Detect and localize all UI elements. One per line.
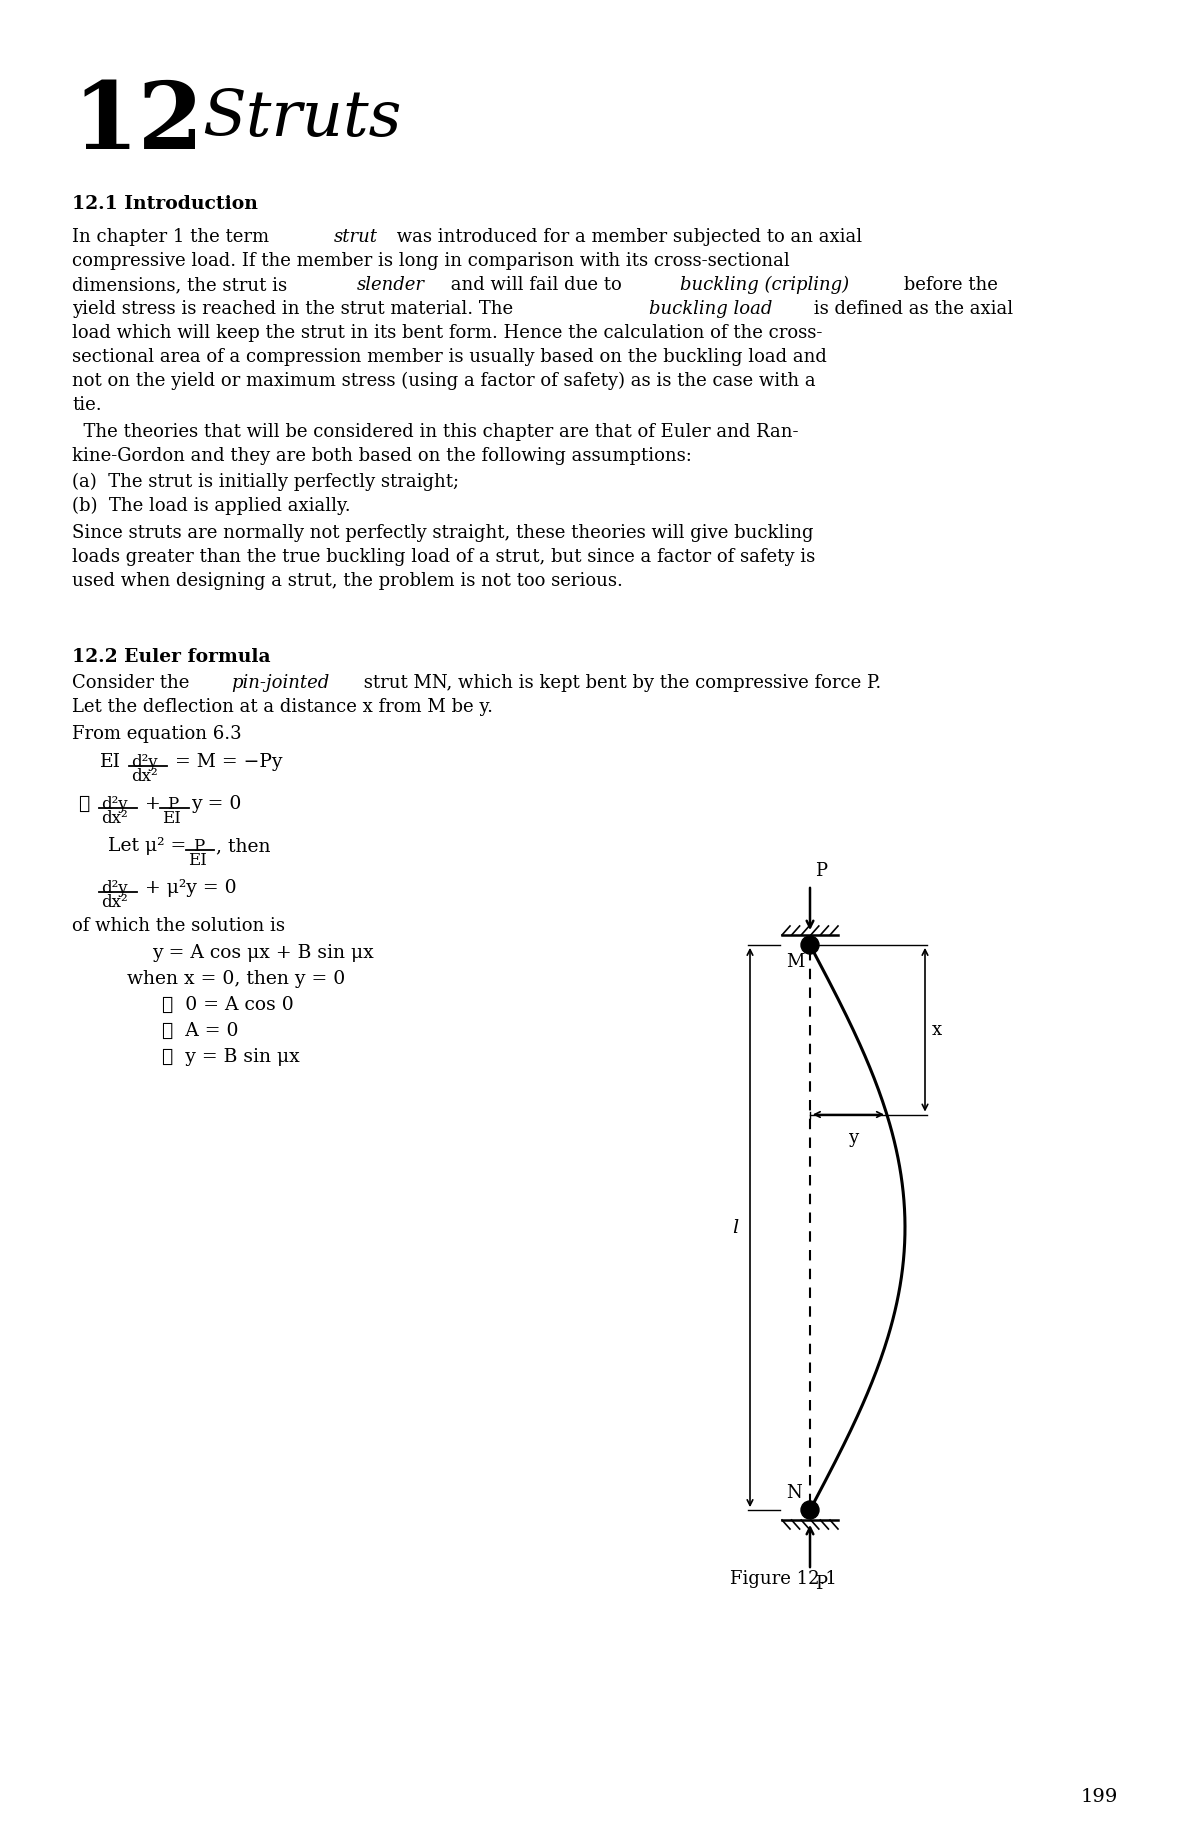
Text: P: P — [815, 862, 827, 880]
Text: 199: 199 — [1081, 1788, 1118, 1806]
Text: y = A cos μx + B sin μx: y = A cos μx + B sin μx — [152, 944, 373, 962]
Text: ∴: ∴ — [78, 794, 89, 813]
Text: P: P — [167, 796, 179, 813]
Text: Figure 12.1: Figure 12.1 — [730, 1570, 836, 1589]
Text: of which the solution is: of which the solution is — [72, 917, 286, 935]
Text: l: l — [732, 1218, 738, 1236]
Text: (b)  The load is applied axially.: (b) The load is applied axially. — [72, 497, 350, 515]
Text: ∴  0 = A cos 0: ∴ 0 = A cos 0 — [162, 995, 294, 1013]
Text: tie.: tie. — [72, 396, 102, 415]
Text: EI: EI — [100, 752, 121, 771]
Text: ∴  A = 0: ∴ A = 0 — [162, 1023, 239, 1041]
Text: kine-Gordon and they are both based on the following assumptions:: kine-Gordon and they are both based on t… — [72, 447, 692, 466]
Text: sectional area of a compression member is usually based on the buckling load and: sectional area of a compression member i… — [72, 349, 827, 365]
Text: strut: strut — [334, 228, 378, 247]
Text: M: M — [786, 953, 804, 971]
Text: ∴  y = B sin μx: ∴ y = B sin μx — [162, 1048, 300, 1066]
Text: +: + — [139, 794, 167, 813]
Text: slender: slender — [358, 276, 425, 294]
Text: is defined as the axial: is defined as the axial — [808, 299, 1013, 318]
Text: y = 0: y = 0 — [191, 794, 241, 813]
Text: The theories that will be considered in this chapter are that of Euler and Ran-: The theories that will be considered in … — [72, 424, 798, 442]
Text: 12: 12 — [72, 79, 204, 168]
Circle shape — [802, 937, 818, 953]
Text: and will fail due to: and will fail due to — [445, 276, 628, 294]
Text: buckling (cripling): buckling (cripling) — [680, 276, 850, 294]
Text: Let the deflection at a distance x from M be y.: Let the deflection at a distance x from … — [72, 698, 493, 716]
Circle shape — [802, 1501, 818, 1519]
Text: x: x — [932, 1021, 942, 1039]
Text: Since struts are normally not perfectly straight, these theories will give buckl: Since struts are normally not perfectly … — [72, 524, 814, 542]
Text: Struts: Struts — [202, 88, 401, 150]
Text: dx²: dx² — [101, 895, 127, 911]
Text: when x = 0, then y = 0: when x = 0, then y = 0 — [127, 970, 346, 988]
Text: dx²: dx² — [101, 811, 127, 827]
Text: d²y: d²y — [101, 880, 127, 897]
Text: + μ²y = 0: + μ²y = 0 — [139, 878, 236, 897]
Text: 12.1 Introduction: 12.1 Introduction — [72, 195, 258, 214]
Text: P: P — [193, 838, 204, 855]
Text: N: N — [786, 1485, 802, 1503]
Text: loads greater than the true buckling load of a strut, but since a factor of safe: loads greater than the true buckling loa… — [72, 548, 815, 566]
Text: Let μ² =: Let μ² = — [108, 836, 192, 855]
Text: = M = −Py: = M = −Py — [169, 752, 283, 771]
Text: (a)  The strut is initially perfectly straight;: (a) The strut is initially perfectly str… — [72, 473, 460, 491]
Text: d²y: d²y — [131, 754, 157, 771]
Text: , then: , then — [216, 836, 271, 855]
Text: From equation 6.3: From equation 6.3 — [72, 725, 241, 743]
Text: was introduced for a member subjected to an axial: was introduced for a member subjected to… — [390, 228, 862, 247]
Text: y: y — [848, 1128, 858, 1147]
Text: dimensions, the strut is: dimensions, the strut is — [72, 276, 293, 294]
Text: strut MN, which is kept bent by the compressive force P.: strut MN, which is kept bent by the comp… — [358, 674, 881, 692]
Text: P: P — [815, 1576, 827, 1592]
Text: 12.2 Euler formula: 12.2 Euler formula — [72, 648, 270, 666]
Text: used when designing a strut, the problem is not too serious.: used when designing a strut, the problem… — [72, 572, 623, 590]
Text: pin-jointed: pin-jointed — [230, 674, 329, 692]
Text: load which will keep the strut in its bent form. Hence the calculation of the cr: load which will keep the strut in its be… — [72, 323, 822, 341]
Text: before the: before the — [899, 276, 998, 294]
Text: yield stress is reached in the strut material. The: yield stress is reached in the strut mat… — [72, 299, 518, 318]
Text: dx²: dx² — [131, 769, 157, 785]
Text: In chapter 1 the term: In chapter 1 the term — [72, 228, 275, 247]
Text: Consider the: Consider the — [72, 674, 196, 692]
Text: d²y: d²y — [101, 796, 127, 813]
Text: buckling load: buckling load — [649, 299, 772, 318]
Text: EI: EI — [188, 853, 206, 869]
Text: not on the yield or maximum stress (using a factor of safety) as is the case wit: not on the yield or maximum stress (usin… — [72, 373, 816, 391]
Text: compressive load. If the member is long in comparison with its cross-sectional: compressive load. If the member is long … — [72, 252, 790, 270]
Text: EI: EI — [162, 811, 181, 827]
